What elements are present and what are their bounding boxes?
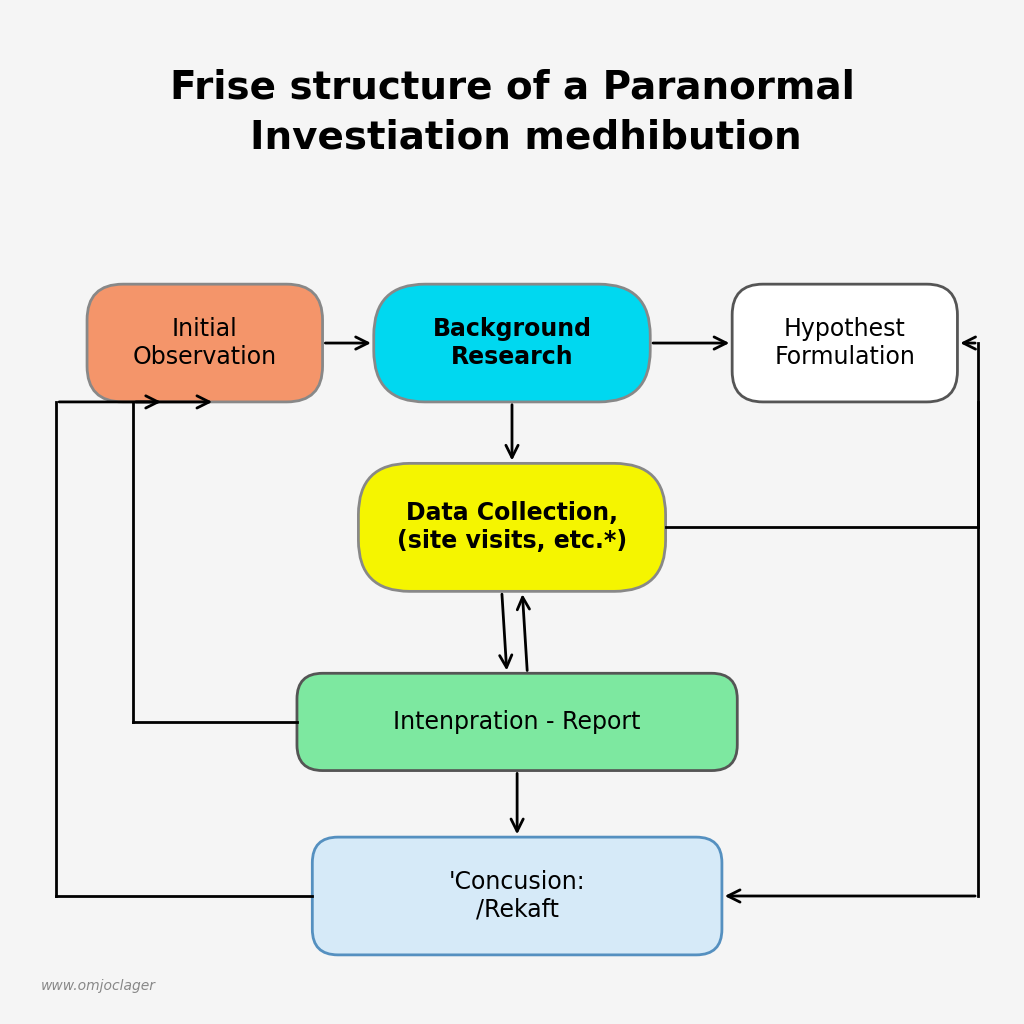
Text: Intenpration - Report: Intenpration - Report (393, 710, 641, 734)
Text: www.omjoclager: www.omjoclager (41, 979, 156, 993)
Text: Hypothest
Formulation: Hypothest Formulation (774, 317, 915, 369)
Text: Initial
Observation: Initial Observation (133, 317, 276, 369)
FancyBboxPatch shape (732, 284, 957, 401)
FancyBboxPatch shape (374, 284, 650, 401)
FancyBboxPatch shape (358, 463, 666, 592)
Text: Frise structure of a Paranormal
  Investiation medhibution: Frise structure of a Paranormal Investia… (170, 69, 854, 157)
Text: Data Collection,
(site visits, etc.*): Data Collection, (site visits, etc.*) (397, 502, 627, 553)
FancyBboxPatch shape (87, 284, 323, 401)
FancyBboxPatch shape (312, 838, 722, 954)
Text: 'Concusion:
/Rekaft: 'Concusion: /Rekaft (449, 870, 586, 922)
Text: Background
Research: Background Research (432, 317, 592, 369)
FancyBboxPatch shape (297, 674, 737, 770)
